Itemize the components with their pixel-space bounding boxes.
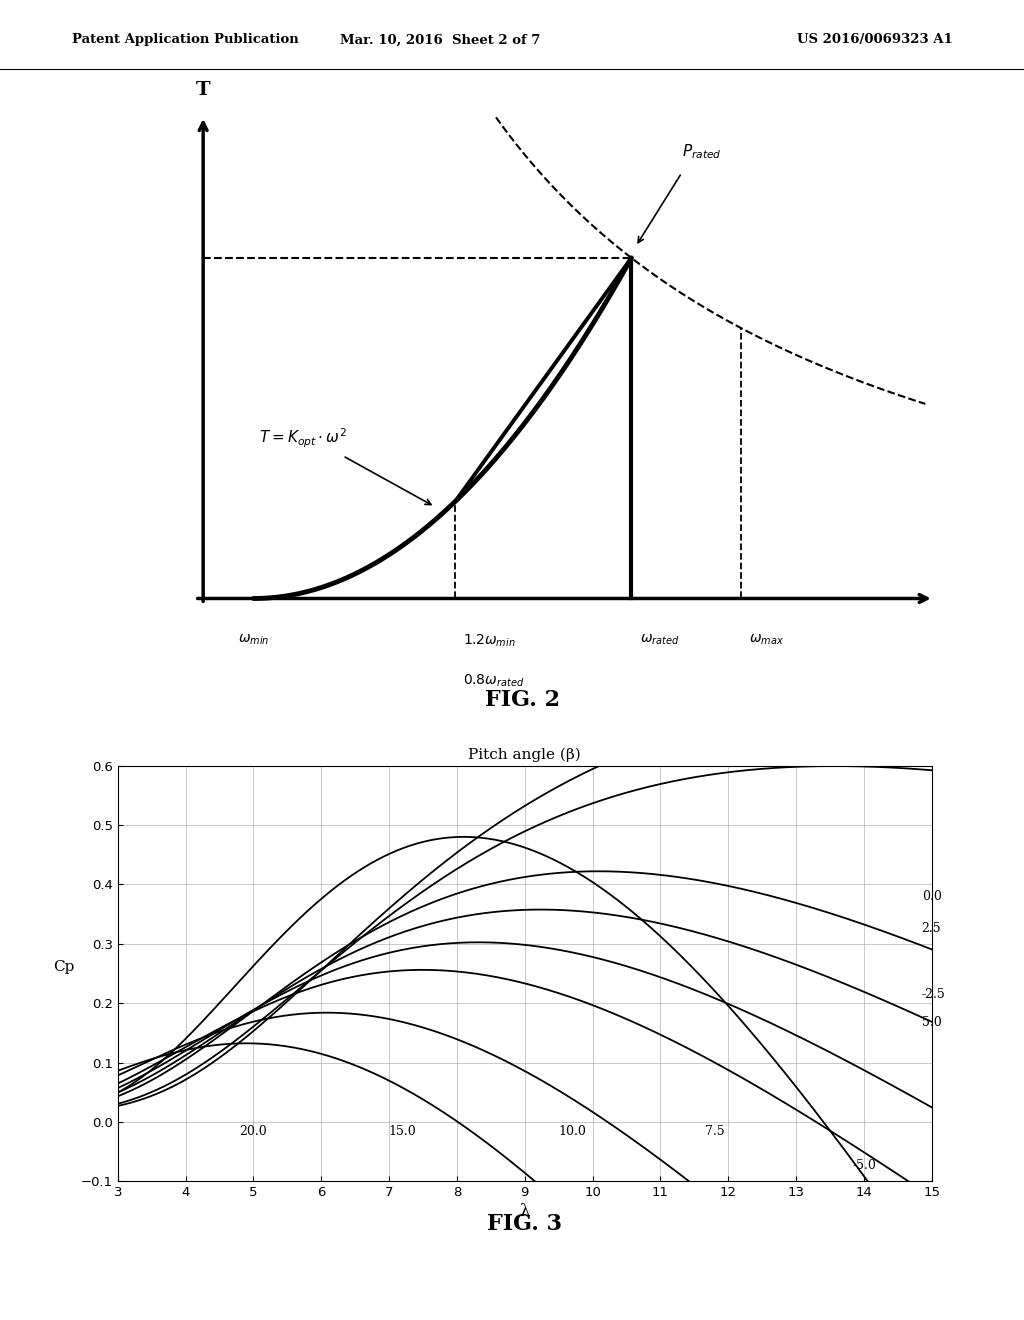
Text: -2.5: -2.5 [922, 987, 945, 1001]
Title: Pitch angle (β): Pitch angle (β) [468, 747, 582, 762]
Text: $T=K_{opt}\cdot\omega^{2}$: $T=K_{opt}\cdot\omega^{2}$ [259, 426, 347, 450]
Text: 0.0: 0.0 [922, 890, 941, 903]
Text: 7.5: 7.5 [705, 1125, 725, 1138]
X-axis label: λ: λ [519, 1204, 530, 1221]
Text: $P_{rated}$: $P_{rated}$ [682, 143, 722, 161]
Text: $\omega_{max}$: $\omega_{max}$ [749, 632, 783, 647]
Text: Patent Application Publication: Patent Application Publication [72, 33, 298, 46]
Text: Mar. 10, 2016  Sheet 2 of 7: Mar. 10, 2016 Sheet 2 of 7 [340, 33, 541, 46]
Text: $1.2\omega_{min}$: $1.2\omega_{min}$ [464, 632, 516, 649]
Text: 20.0: 20.0 [240, 1125, 267, 1138]
Text: 5.0: 5.0 [922, 1015, 941, 1028]
Text: US 2016/0069323 A1: US 2016/0069323 A1 [797, 33, 952, 46]
Text: $\omega_{rated}$: $\omega_{rated}$ [640, 632, 679, 647]
Text: T: T [196, 81, 211, 99]
Text: 2.5: 2.5 [922, 923, 941, 936]
Text: $\omega_{min}$: $\omega_{min}$ [238, 632, 269, 647]
Text: -5.0: -5.0 [852, 1159, 876, 1172]
Text: $0.8\omega_{rated}$: $0.8\omega_{rated}$ [464, 672, 524, 689]
Text: FIG. 2: FIG. 2 [484, 689, 560, 710]
Text: 15.0: 15.0 [389, 1125, 417, 1138]
Y-axis label: Cp: Cp [53, 960, 75, 974]
Text: 10.0: 10.0 [558, 1125, 586, 1138]
Text: FIG. 3: FIG. 3 [487, 1213, 562, 1236]
